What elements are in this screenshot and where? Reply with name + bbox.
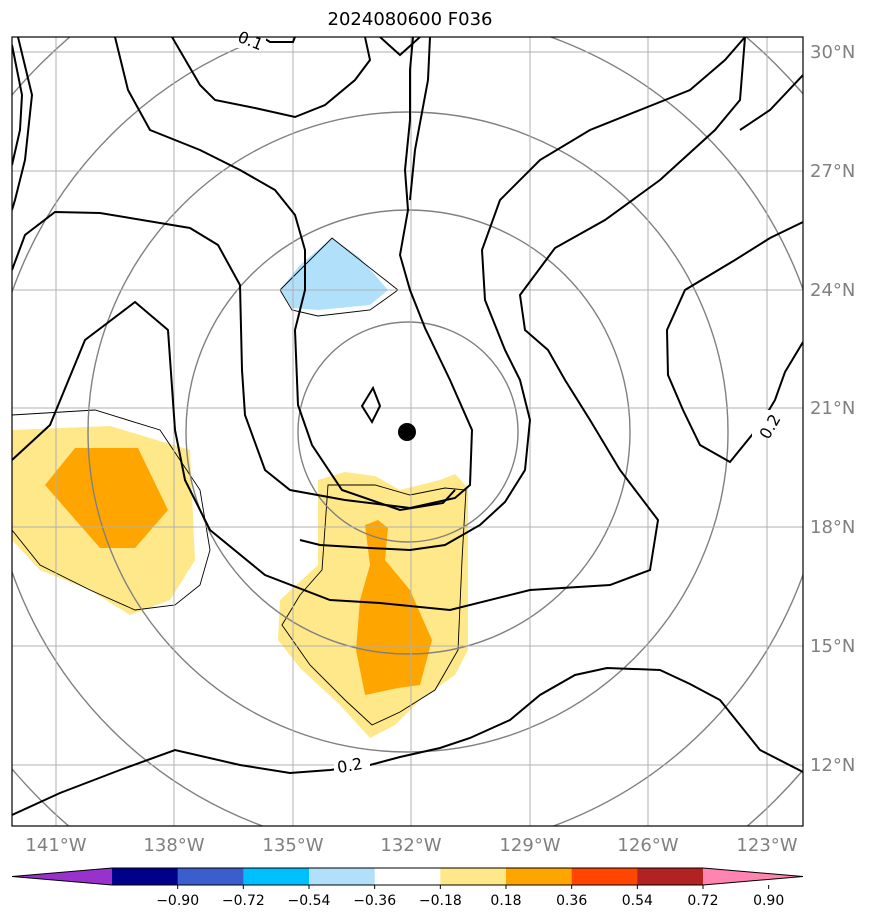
colorbar-outline	[11, 867, 804, 886]
lat-label: 18°N	[810, 517, 855, 538]
lon-tick-labels: 141°W 138°W 135°W 132°W 129°W 126°W 123°…	[25, 835, 797, 856]
lon-label: 138°W	[143, 835, 204, 856]
lat-label: 21°N	[810, 398, 855, 419]
colorbar-segment	[571, 868, 638, 885]
storm-center-marker	[398, 423, 416, 441]
lon-label: 129°W	[499, 835, 560, 856]
colorbar-segment	[243, 868, 310, 885]
lat-label: 24°N	[810, 280, 855, 301]
lon-label: 123°W	[736, 835, 797, 856]
positive-shading-central	[278, 472, 468, 738]
contour-lines	[12, 37, 803, 816]
lat-label: 27°N	[810, 161, 855, 182]
colorbar-segment	[374, 868, 441, 885]
lat-label: 30°N	[810, 42, 855, 63]
colorbar-tick-label: 0.72	[687, 893, 718, 909]
colorbar-extension-low	[12, 868, 112, 885]
map-title: 2024080600 F036	[327, 9, 493, 30]
colorbar-segment	[309, 868, 376, 885]
contour-label-b: 0.2	[336, 754, 364, 777]
colorbar-tick-label: −0.72	[222, 893, 265, 909]
colorbar-tick-label: −0.54	[288, 893, 331, 909]
map-frame	[11, 36, 804, 827]
colorbar: −0.90 −0.72 −0.54 −0.36 −0.18 0.18 0.36 0.54 0.7…	[11, 867, 804, 909]
colorbar-tick-label: −0.90	[156, 893, 199, 909]
colorbar-tick-label: −0.18	[419, 893, 462, 909]
lat-tick-labels: 30°N 27°N 24°N 21°N 18°N 15°N 12°N	[810, 42, 855, 776]
colorbar-segment	[440, 868, 507, 885]
colorbar-tick-label: −0.36	[353, 893, 396, 909]
lat-label: 12°N	[810, 755, 855, 776]
colorbar-tick-label: 0.18	[490, 893, 521, 909]
lon-label: 135°W	[262, 835, 323, 856]
lon-label: 126°W	[617, 835, 678, 856]
lon-label: 132°W	[380, 835, 441, 856]
colorbar-tick-label: 0.36	[556, 893, 587, 909]
colorbar-segment	[112, 868, 179, 885]
colorbar-segment	[506, 868, 573, 885]
lon-label: 141°W	[25, 835, 86, 856]
positive-shading-west	[12, 426, 195, 615]
lat-label: 15°N	[810, 636, 855, 657]
colorbar-tick-label: 0.90	[753, 893, 784, 909]
colorbar-extension-high	[703, 868, 803, 885]
colorbar-segment	[637, 868, 704, 885]
colorbar-segment	[177, 868, 244, 885]
negative-shading	[280, 238, 388, 310]
contour-label-group: 0.1 0.2 0.2	[235, 27, 784, 777]
colorbar-tick-label: 0.54	[622, 893, 653, 909]
